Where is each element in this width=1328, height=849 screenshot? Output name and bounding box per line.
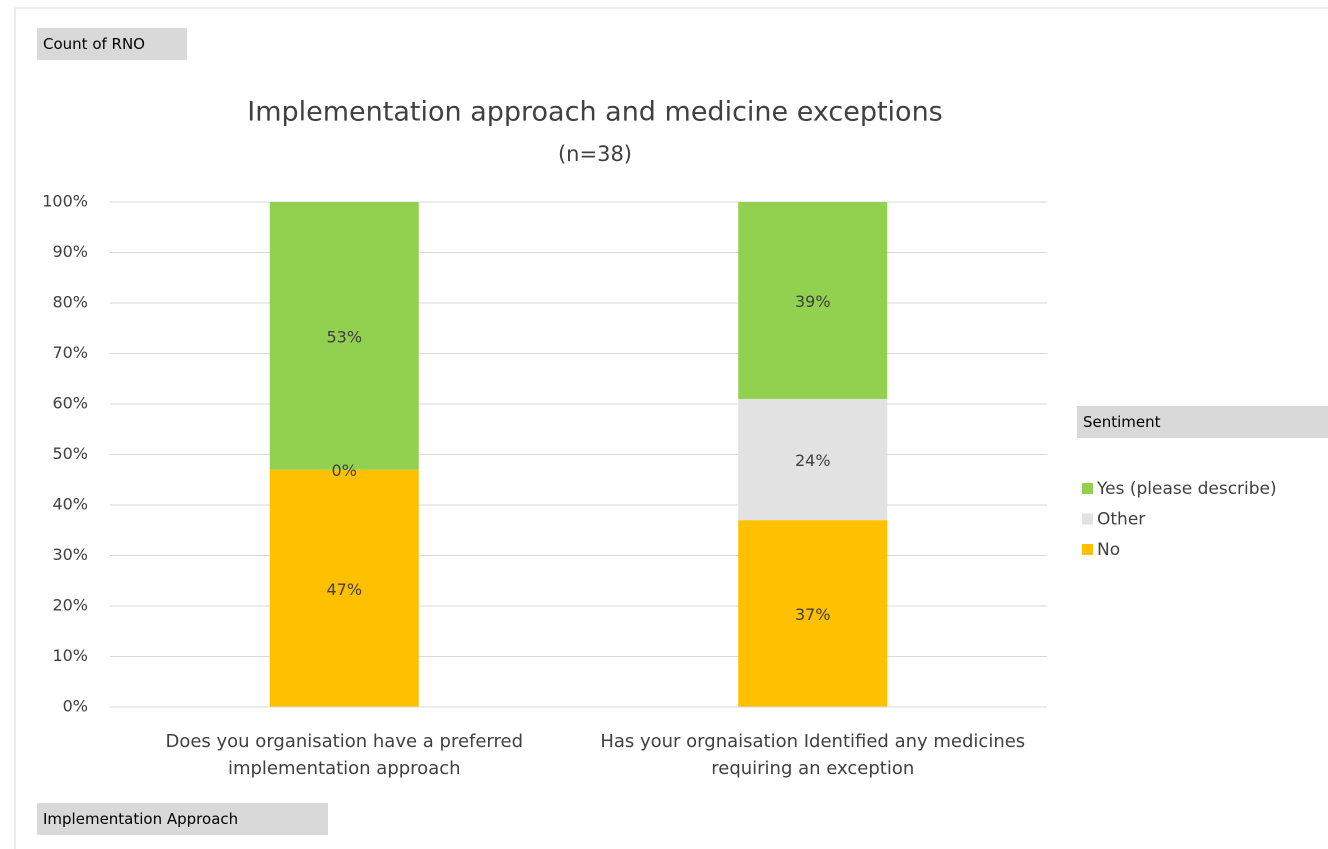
y-tick-label: 100%	[42, 192, 88, 211]
data-label: 24%	[795, 451, 831, 470]
legend-swatch	[1082, 483, 1093, 494]
legend-label: Yes (please describe)	[1096, 479, 1277, 499]
legend-swatch	[1082, 544, 1093, 555]
data-label: 53%	[326, 327, 362, 346]
data-label: 47%	[326, 580, 362, 599]
y-tick-label: 50%	[52, 444, 88, 463]
y-tick-label: 90%	[52, 242, 88, 261]
axis-field-button[interactable]: Implementation Approach	[37, 803, 328, 835]
bar-segment	[269, 469, 419, 707]
y-tick-label: 70%	[52, 343, 88, 362]
legend-swatch	[1082, 513, 1093, 525]
y-tick-label: 40%	[52, 495, 88, 514]
y-tick-label: 30%	[52, 545, 88, 564]
y-tick-label: 0%	[63, 697, 88, 716]
legend-label: No	[1097, 540, 1120, 560]
chart-title: Implementation approach and medicine exc…	[247, 97, 943, 128]
y-tick-label: 80%	[52, 293, 88, 312]
y-tick-label: 60%	[52, 394, 88, 413]
data-label: 39%	[795, 292, 831, 311]
bar-segment	[269, 202, 419, 470]
bar-segment	[738, 398, 888, 521]
value-field-button[interactable]: Count of RNO	[37, 28, 187, 60]
legend-label: Other	[1097, 510, 1145, 530]
legend-field-button[interactable]: Sentiment	[1077, 406, 1328, 438]
data-label: 0%	[332, 461, 357, 480]
chart-subtitle: (n=38)	[558, 142, 632, 166]
y-tick-label: 20%	[52, 596, 88, 615]
bar-segment	[738, 520, 888, 707]
data-label: 37%	[795, 605, 831, 624]
x-tick-label: Has your orgnaisation Identified any med…	[600, 731, 1026, 779]
x-tick-label: Does you organisation have a preferred i…	[165, 731, 524, 779]
y-tick-label: 10%	[52, 646, 88, 665]
bar-segment	[738, 202, 888, 399]
